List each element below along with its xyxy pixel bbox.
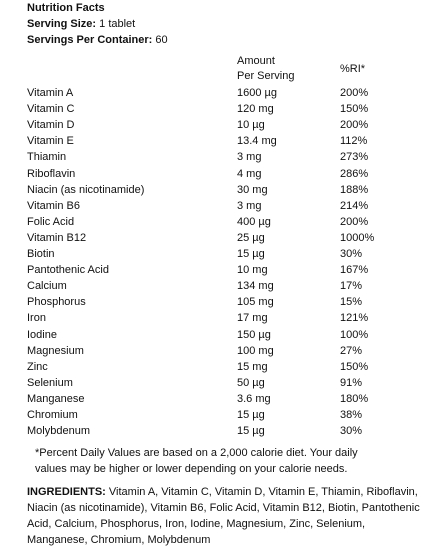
percent-ri: 30% [340, 248, 363, 260]
nutrient: Riboflavin [27, 167, 76, 180]
amount: 15 µg [237, 409, 265, 421]
nutrient: Vitamin A [27, 87, 74, 99]
nutrient: Vitamin D [27, 119, 75, 132]
percent-ri: 17% [340, 280, 363, 293]
amount: 10 µg [237, 119, 265, 132]
percent-ri: 27% [340, 344, 363, 357]
amount: 134 mg [237, 280, 274, 293]
amount: 15 µg [237, 248, 265, 260]
label: Serving Size: [27, 18, 97, 30]
percent-ri: 273% [340, 151, 369, 164]
nutrient: Selenium [27, 376, 73, 389]
nutrient: Pantothenic Acid [27, 264, 109, 277]
amount: 100 mg [237, 344, 274, 357]
nutrient: Vitamin E [27, 135, 74, 148]
nutrient: Iodine [27, 328, 57, 341]
amount: 120 mg [237, 103, 274, 116]
column-header: Per Serving [237, 70, 295, 82]
nutrient: Chromium [27, 409, 78, 421]
ingredients: INGREDIENTS: Vitamin A, Vitamin C, Vitam… [27, 484, 420, 548]
value: 1 tablet [99, 18, 136, 30]
percent-ri: 150% [340, 103, 369, 116]
nutrient: Zinc [27, 360, 48, 373]
nutrient: Thiamin [27, 151, 67, 164]
percent-ri: 200% [340, 87, 369, 99]
percent-ri: 38% [340, 409, 363, 421]
percent-ri: 112% [340, 135, 368, 148]
percent-ri: 150% [340, 360, 369, 373]
amount: 3 mg [237, 199, 262, 212]
amount: 17 mg [237, 312, 268, 325]
amount: 15 mg [237, 360, 268, 373]
nutrient: Vitamin B6 [27, 199, 80, 212]
nutrient: Niacin (as nicotinamide) [27, 183, 145, 196]
amount: 400 µg [237, 215, 271, 228]
nutrient: Calcium [27, 280, 67, 293]
percent-ri: 100% [340, 328, 369, 341]
nutrient: Manganese [27, 392, 85, 405]
amount: 15 µg [237, 425, 265, 438]
percent-ri: 30% [340, 425, 363, 438]
text: Vitamin A, Vitamin C, Vitamin D, Vitamin… [27, 486, 420, 546]
amount: 3 mg [237, 151, 262, 164]
percent-ri: 15% [340, 296, 363, 309]
column-header: %RI* [340, 63, 366, 75]
nutrient: Vitamin B12 [27, 231, 87, 244]
footnote: *Percent Daily Values are based on a 2,0… [35, 447, 358, 475]
nutrient: Magnesium [27, 344, 84, 357]
label: Servings Per Container: [27, 34, 153, 46]
nutrient: Vitamin C [27, 103, 75, 116]
percent-ri: 214% [340, 199, 369, 212]
title: Nutrition Facts [27, 1, 105, 15]
serving-size: Serving Size: 1 tablet [27, 17, 135, 31]
amount: 1600 µg [237, 87, 277, 99]
nutrient: Folic Acid [27, 215, 75, 228]
percent-ri: 286% [340, 167, 369, 180]
percent-ri: 188% [340, 183, 369, 196]
value: 60 [155, 34, 168, 46]
nutrient: Phosphorus [27, 296, 86, 309]
column-header: Amount [237, 55, 275, 67]
amount: 25 µg [237, 231, 265, 244]
percent-ri: 180% [340, 392, 369, 405]
amount: 50 µg [237, 376, 265, 389]
nutrient: Biotin [27, 248, 55, 260]
percent-ri: 1000% [340, 231, 375, 244]
percent-ri: 121% [340, 312, 369, 325]
nutrient: Iron [27, 312, 46, 325]
servings: Servings Per Container: 60 [27, 33, 168, 47]
nutrient: Molybdenum [27, 425, 90, 438]
percent-ri: 200% [340, 119, 369, 132]
amount: 3.6 mg [237, 392, 271, 405]
percent-ri: 167% [340, 264, 369, 277]
label: INGREDIENTS: [27, 486, 106, 498]
amount: 13.4 mg [237, 135, 277, 148]
amount: 30 mg [237, 183, 268, 196]
title-text: Nutrition Facts [27, 2, 105, 14]
percent-ri: 91% [340, 376, 363, 389]
amount: 105 mg [237, 296, 274, 309]
amount: 4 mg [237, 167, 262, 180]
percent-ri: 200% [340, 215, 369, 228]
amount: 10 mg [237, 264, 268, 277]
amount: 150 µg [237, 328, 271, 341]
